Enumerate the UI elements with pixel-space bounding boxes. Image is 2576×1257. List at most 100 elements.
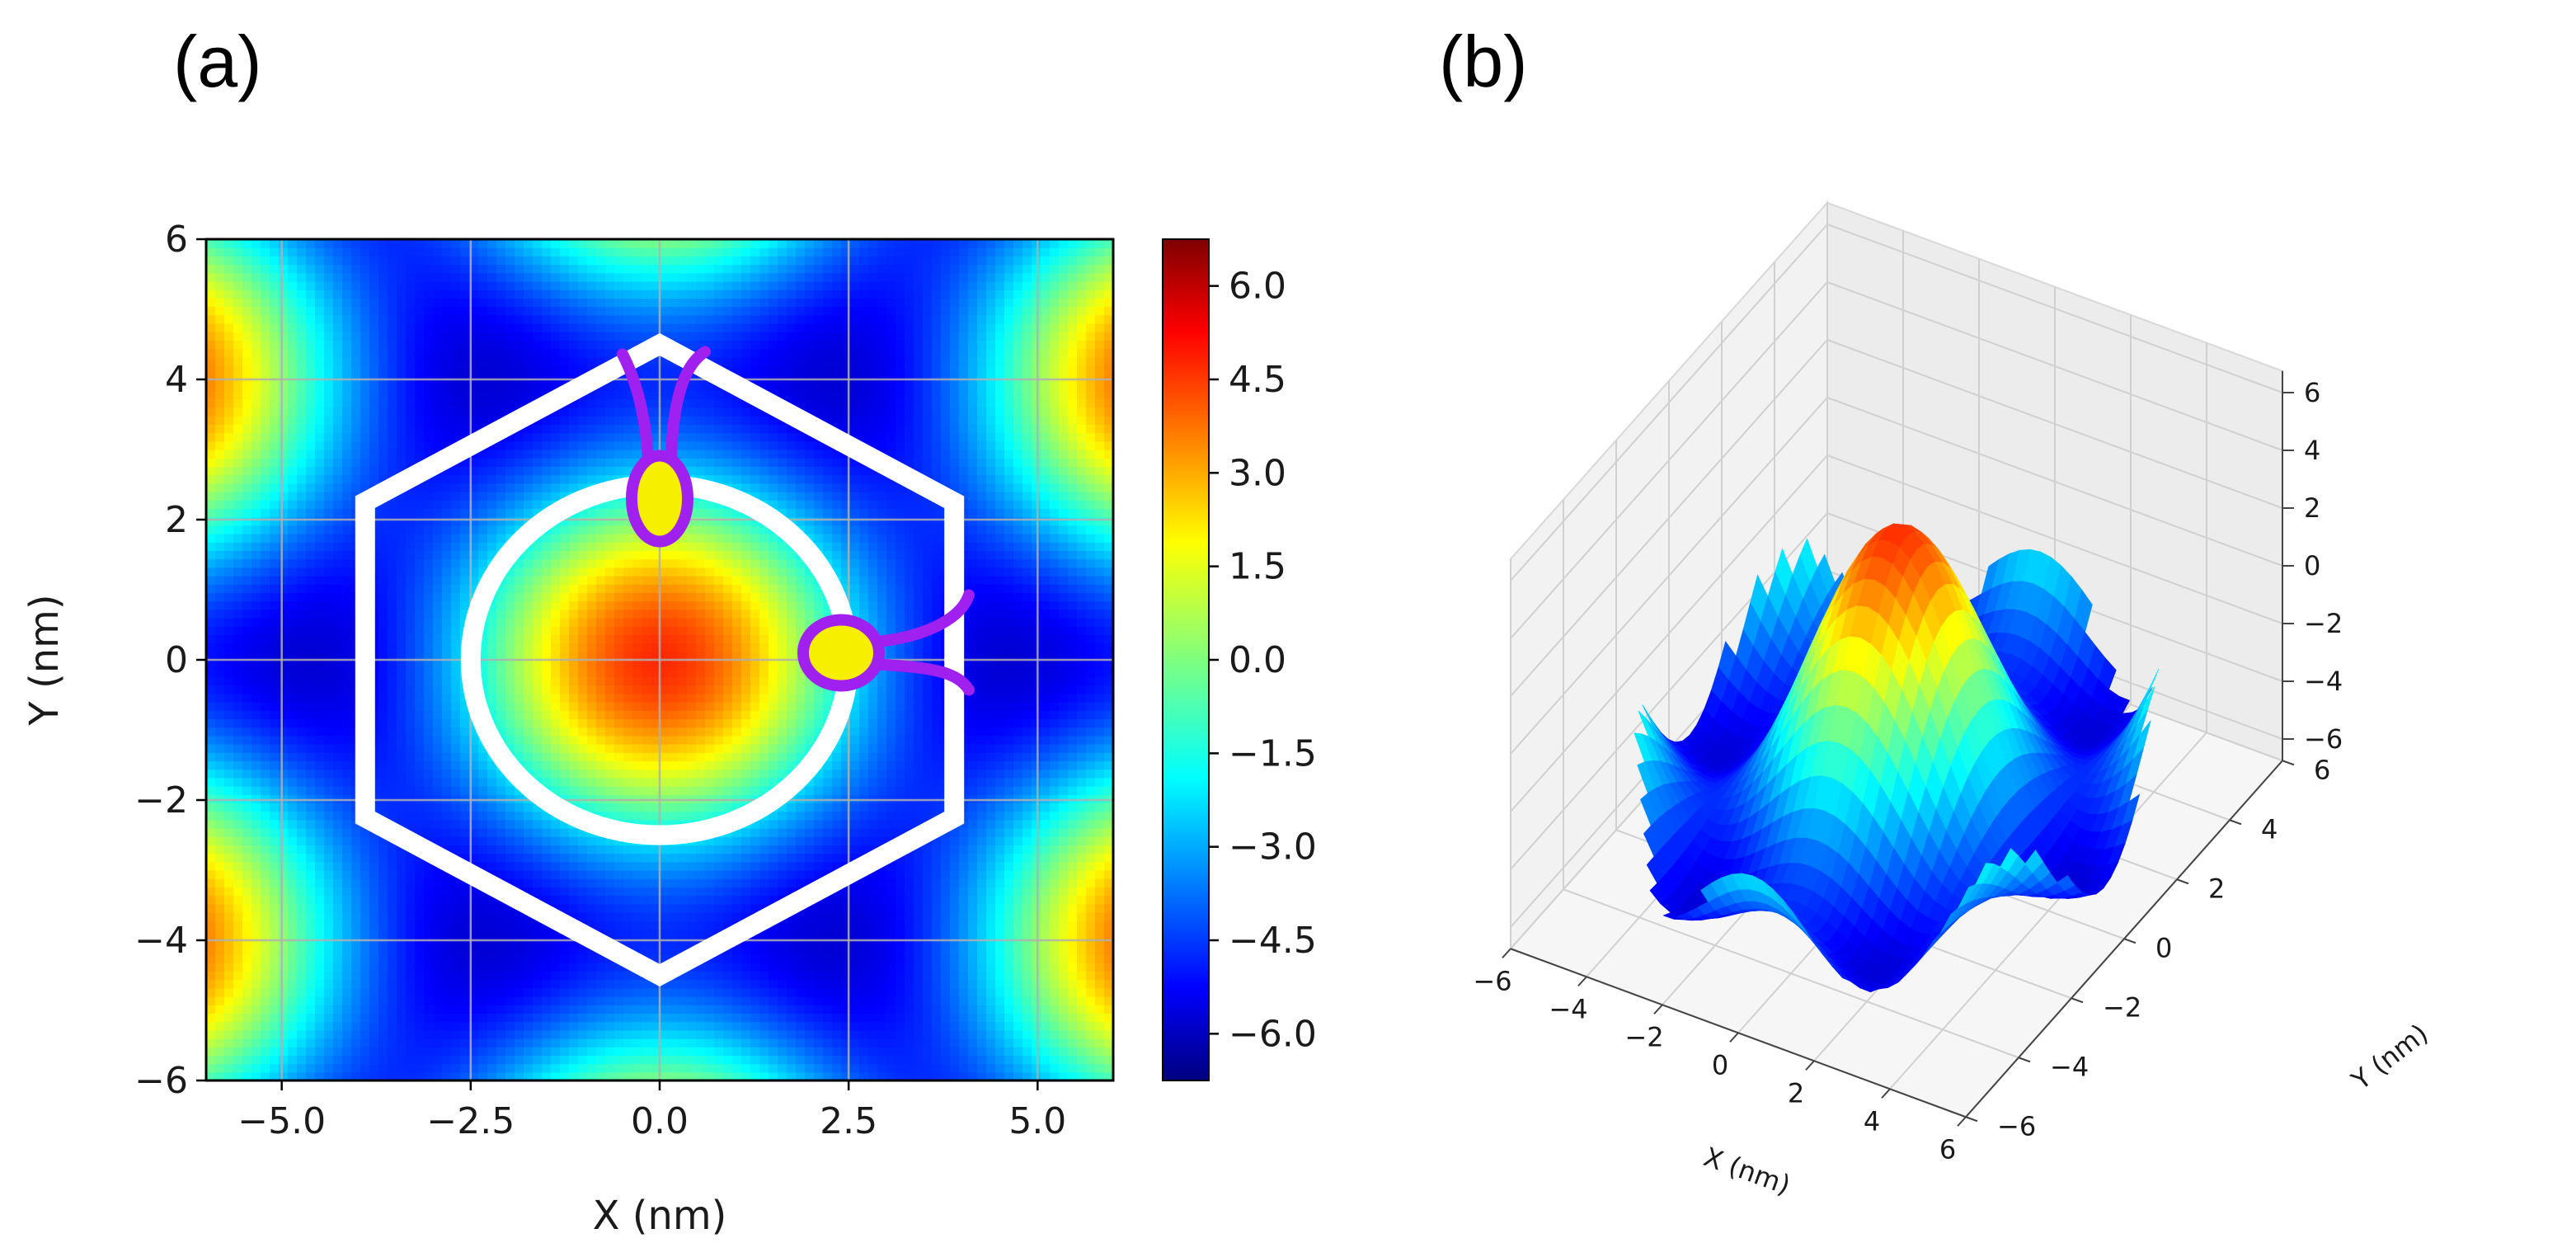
heatmap-cell bbox=[1104, 828, 1113, 837]
heatmap-cell bbox=[1077, 693, 1087, 703]
heatmap-cell bbox=[669, 668, 679, 677]
heatmap-cell bbox=[986, 987, 996, 997]
heatmap-cell bbox=[306, 710, 316, 719]
heatmap-cell bbox=[478, 979, 488, 989]
heatmap-cell bbox=[1086, 929, 1096, 939]
heatmap-cell bbox=[669, 912, 679, 921]
heatmap-cell bbox=[1086, 769, 1096, 779]
heatmap-cell bbox=[306, 887, 316, 897]
heatmap-cell bbox=[587, 1038, 597, 1048]
heatmap-cell bbox=[850, 1021, 860, 1031]
heatmap-cell bbox=[1095, 887, 1105, 897]
heatmap-cell bbox=[587, 971, 597, 981]
heatmap-cell bbox=[406, 752, 416, 761]
heatmap-cell bbox=[687, 1071, 697, 1080]
heatmap-cell bbox=[369, 954, 379, 963]
heatmap-cell bbox=[297, 996, 307, 1005]
heatmap-cell bbox=[614, 676, 624, 686]
heatmap-cell bbox=[1068, 676, 1078, 686]
heatmap-cell bbox=[850, 693, 860, 703]
heatmap-cell bbox=[533, 954, 543, 963]
heatmap-cell bbox=[1059, 903, 1069, 913]
heatmap-cell bbox=[859, 685, 869, 694]
heatmap-cell bbox=[750, 769, 760, 779]
heatmap-cell bbox=[932, 996, 942, 1005]
heatmap-cell bbox=[369, 887, 379, 897]
heatmap-cell bbox=[1022, 660, 1032, 669]
heatmap-cell bbox=[560, 676, 570, 686]
heatmap-cell bbox=[914, 845, 924, 854]
heatmap-cell bbox=[914, 693, 924, 703]
heatmap-cell bbox=[569, 979, 579, 989]
heatmap-cell bbox=[868, 1063, 878, 1073]
heatmap-cell bbox=[433, 718, 443, 728]
heatmap-cell bbox=[460, 702, 470, 711]
heatmap-cell bbox=[1104, 685, 1113, 694]
heatmap-cell bbox=[1022, 903, 1032, 913]
heatmap-cell bbox=[360, 878, 370, 887]
heatmap-cell bbox=[242, 903, 252, 913]
heatmap-cell bbox=[868, 1013, 878, 1023]
heatmap-cell bbox=[415, 660, 425, 669]
heatmap-cell bbox=[986, 870, 996, 879]
heatmap-cell bbox=[224, 1071, 234, 1080]
heatmap-cell bbox=[551, 861, 561, 871]
heatmap-cell bbox=[242, 702, 252, 711]
heatmap-cell bbox=[805, 996, 815, 1005]
heatmap-cell bbox=[850, 920, 860, 930]
heatmap-cell bbox=[1086, 794, 1096, 803]
heatmap-cell bbox=[1013, 727, 1023, 737]
heatmap-cell bbox=[850, 836, 860, 845]
heatmap-cell bbox=[859, 794, 869, 803]
heatmap-cell bbox=[533, 1071, 543, 1080]
heatmap-cell bbox=[242, 895, 252, 905]
heatmap-cell bbox=[759, 937, 769, 947]
heatmap-cell bbox=[696, 727, 706, 737]
heatmap-cell bbox=[905, 963, 914, 972]
heatmap-cell bbox=[1050, 1005, 1060, 1014]
heatmap-cell bbox=[850, 845, 860, 854]
heatmap-cell bbox=[206, 760, 216, 770]
heatmap-cell bbox=[215, 1038, 225, 1048]
heatmap-cell bbox=[741, 912, 751, 921]
heatmap-cell bbox=[206, 660, 216, 669]
heatmap-cell bbox=[1050, 811, 1060, 821]
heatmap-cell bbox=[687, 1055, 697, 1065]
heatmap-cell bbox=[805, 971, 815, 981]
heatmap-cell bbox=[206, 676, 216, 686]
heatmap-cell bbox=[950, 828, 960, 837]
heatmap-cell bbox=[977, 803, 987, 812]
heatmap-cell bbox=[732, 1038, 742, 1048]
heatmap-cell bbox=[369, 1005, 379, 1014]
heatmap-cell bbox=[378, 685, 388, 694]
heatmap-cell bbox=[551, 828, 561, 837]
heatmap-cell bbox=[242, 1005, 252, 1014]
heatmap-cell bbox=[360, 920, 370, 930]
heatmap-cell bbox=[279, 685, 289, 694]
heatmap-cell bbox=[397, 870, 407, 879]
heatmap-cell bbox=[651, 1038, 660, 1048]
heatmap-cell bbox=[1095, 912, 1105, 921]
heatmap-cell bbox=[769, 710, 778, 719]
heatmap-cell bbox=[233, 660, 243, 669]
heatmap-cell bbox=[524, 727, 534, 737]
heatmap-cell bbox=[977, 878, 987, 887]
heatmap-cell bbox=[959, 861, 969, 871]
heatmap-cell bbox=[288, 903, 298, 913]
heatmap-cell bbox=[569, 735, 579, 745]
heatmap-cell bbox=[224, 1021, 234, 1031]
heatmap-cell bbox=[750, 1021, 760, 1031]
heatmap-cell bbox=[261, 845, 270, 854]
heatmap-cell bbox=[315, 836, 325, 845]
heatmap-cell bbox=[251, 979, 261, 989]
heatmap-cell bbox=[614, 660, 624, 669]
heatmap-cell bbox=[977, 660, 987, 669]
heatmap-cell bbox=[251, 912, 261, 921]
heatmap-cell bbox=[596, 895, 606, 905]
heatmap-cell bbox=[959, 963, 969, 972]
heatmap-cell bbox=[378, 803, 388, 812]
heatmap-cell bbox=[242, 1063, 252, 1073]
heatmap-cell bbox=[406, 668, 416, 677]
heatmap-cell bbox=[478, 676, 488, 686]
heatmap-cell bbox=[524, 811, 534, 821]
